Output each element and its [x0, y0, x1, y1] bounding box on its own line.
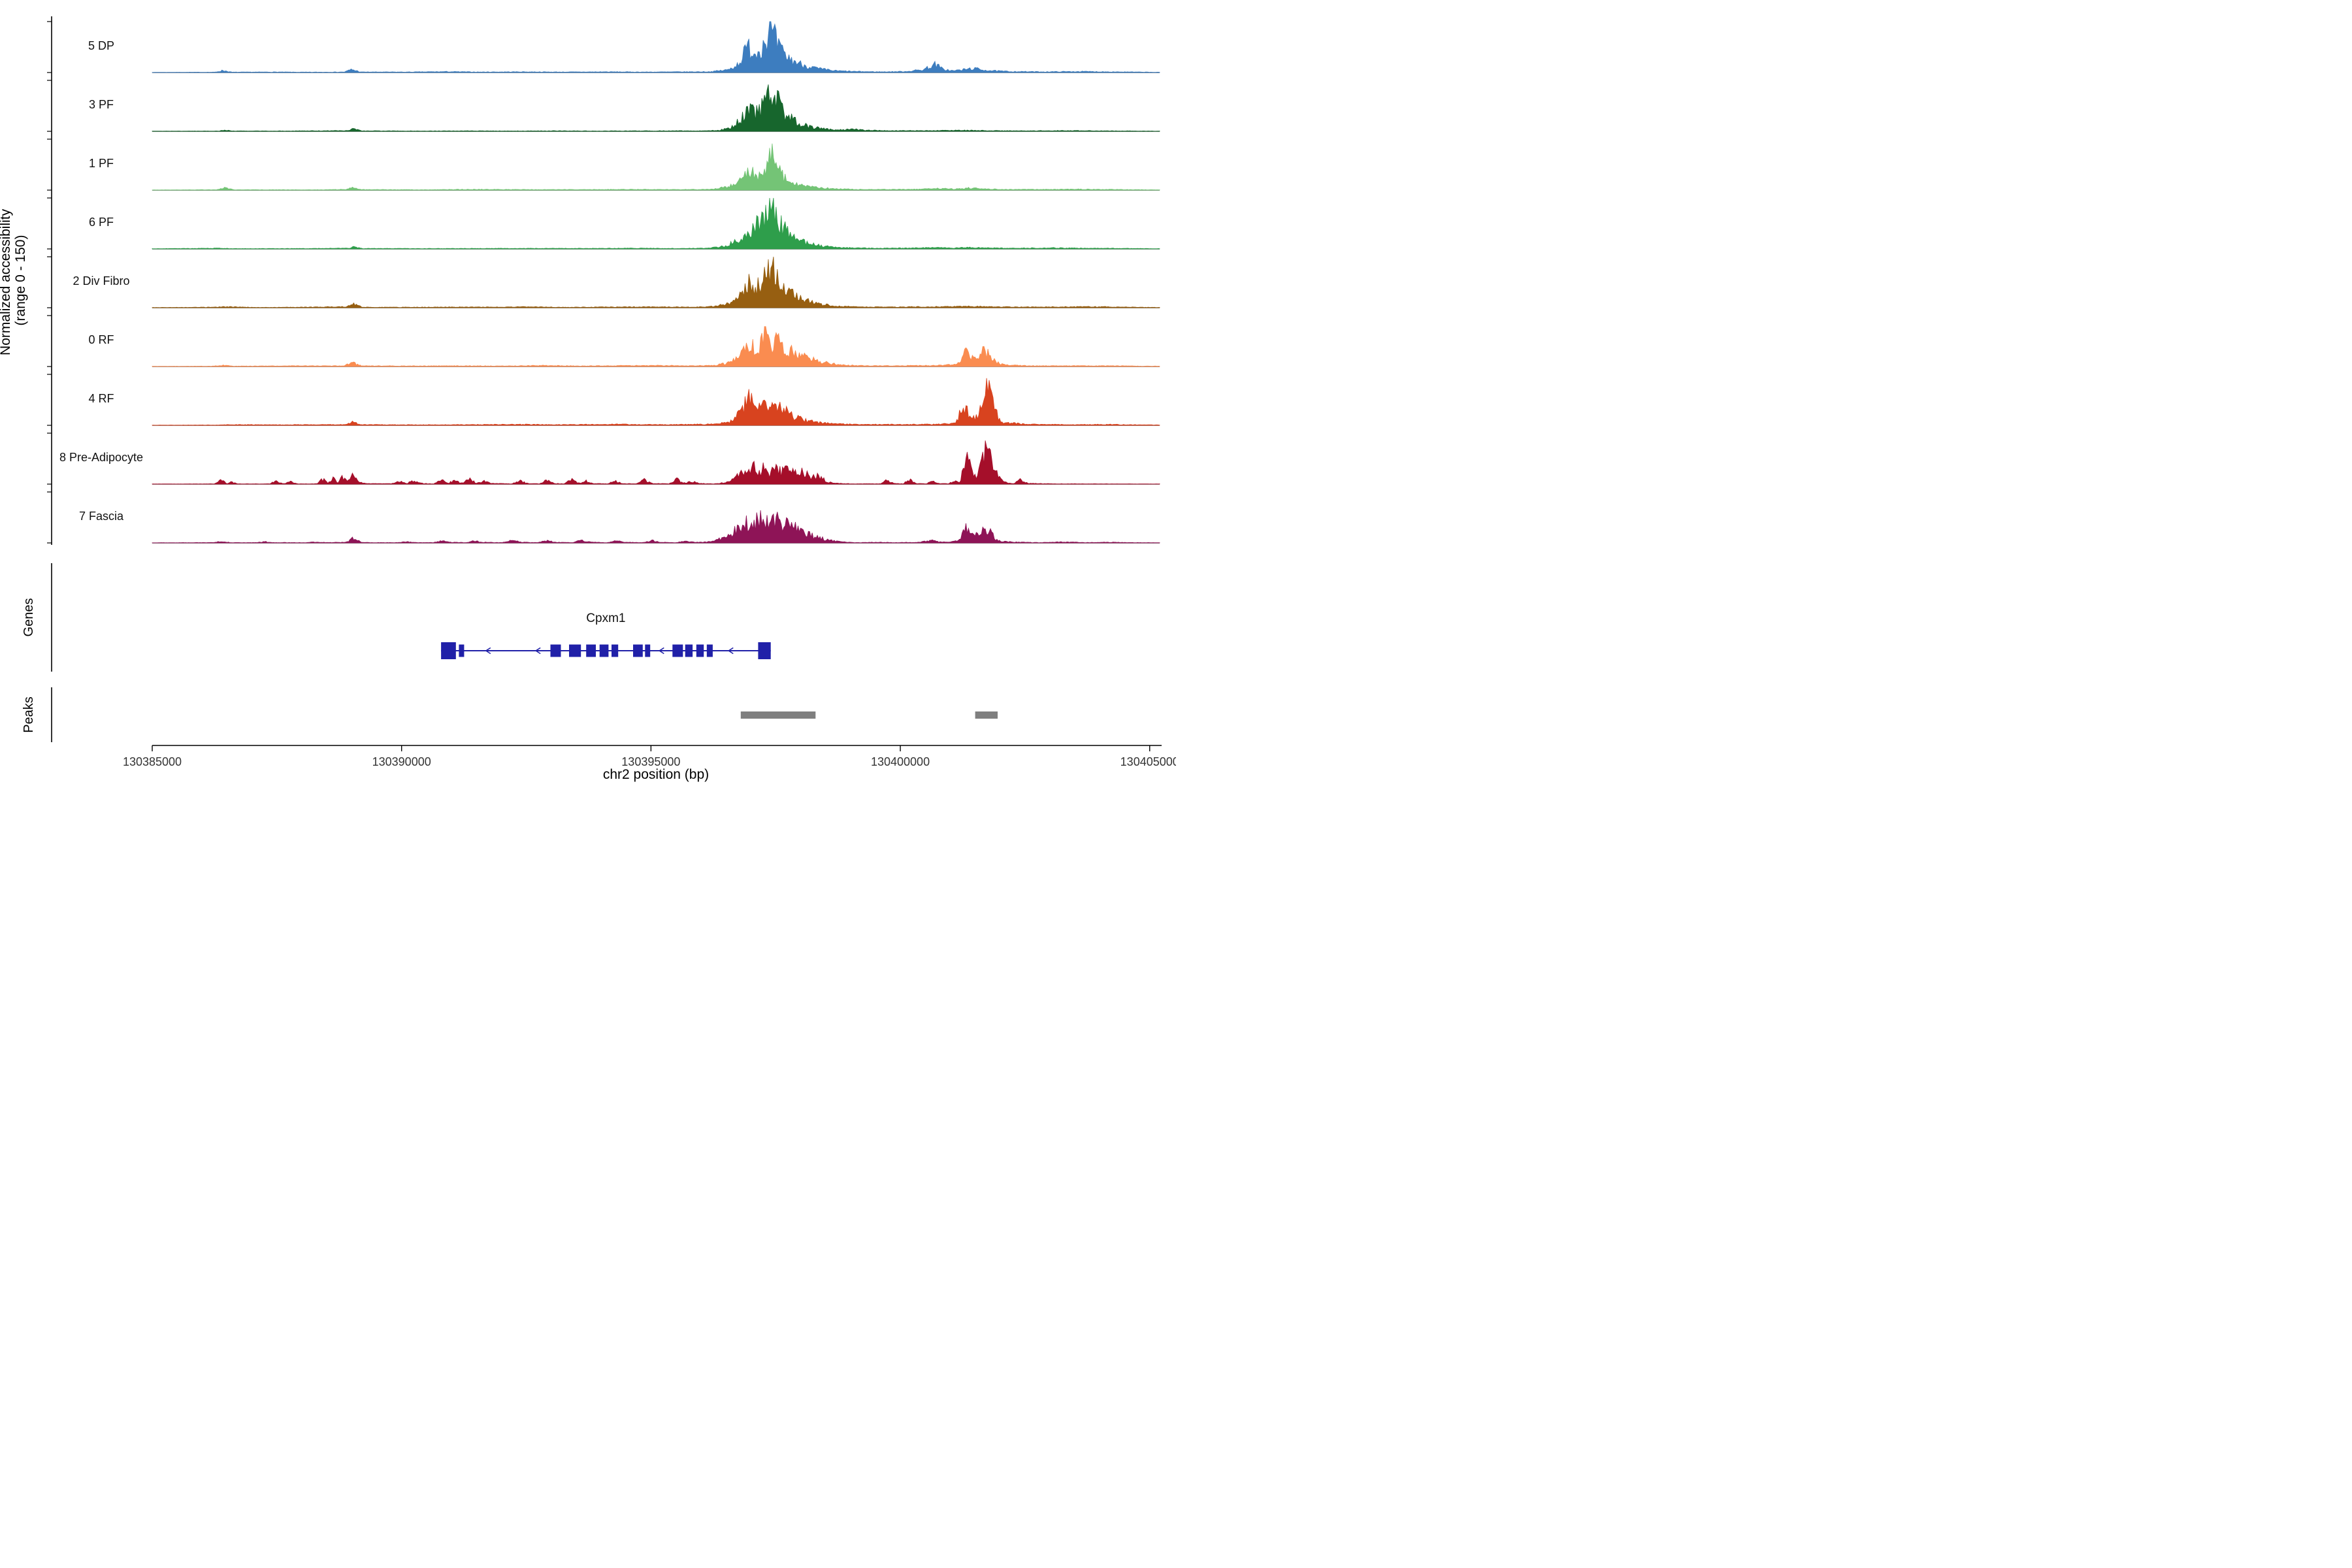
track-label: 5 DP [88, 39, 114, 52]
strand-arrow-icon [485, 647, 491, 655]
coverage-track: 6 PF [89, 197, 1160, 250]
peak-intervals [740, 711, 998, 719]
genes-section: Genes Cpxm1 [22, 563, 771, 672]
x-axis-ticks: 130385000 130390000 130395000 130400000 1304… [123, 745, 1179, 768]
exon-rect [685, 644, 693, 657]
y-axis-ticks [47, 21, 52, 544]
track-signal [152, 143, 1160, 191]
gene-model: Cpxm1 [441, 612, 771, 659]
exon-rect [586, 644, 596, 657]
track-signal [152, 197, 1160, 250]
genes-section-label: Genes [22, 598, 36, 637]
exon-rect [633, 644, 643, 657]
coverage-track: 1 PF [89, 143, 1160, 191]
strand-arrow-icon [727, 647, 734, 655]
genome-coverage-figure: Normalized accessibility (range 0 - 150)… [0, 16, 1179, 782]
exon-rect [612, 644, 619, 657]
y-axis-title-line1: Normalized accessibility [0, 208, 13, 355]
coverage-tracks: 5 DP 3 PF 1 PF 6 PF 2 Div Fibro 0 RF 4 RF 8 Pre… [59, 21, 1160, 544]
peak-bar [975, 711, 998, 719]
exon-rect [459, 644, 465, 657]
track-label: 3 PF [89, 98, 114, 111]
coverage-track: 0 RF [88, 326, 1160, 367]
x-axis-tick-label: 130400000 [871, 755, 930, 768]
track-signal [152, 256, 1160, 308]
gene-name-label: Cpxm1 [586, 612, 625, 625]
coverage-track: 7 Fascia [79, 510, 1160, 544]
x-axis: 130385000 130390000 130395000 130400000 1304… [123, 745, 1179, 782]
exon-rect [441, 642, 456, 659]
peaks-section-label: Peaks [22, 696, 36, 733]
peak-bar [740, 711, 816, 719]
track-signal [152, 84, 1160, 132]
exon-rect [599, 644, 609, 657]
track-label: 2 Div Fibro [73, 274, 129, 287]
y-axis: Normalized accessibility (range 0 - 150) [0, 16, 52, 545]
peaks-section: Peaks [22, 687, 998, 742]
x-axis-tick-label: 130395000 [621, 755, 680, 768]
track-label: 0 RF [88, 333, 114, 346]
x-axis-tick-label: 130385000 [123, 755, 182, 768]
track-signal [152, 21, 1160, 73]
track-signal [152, 326, 1160, 367]
strand-arrow-icon [534, 647, 541, 655]
track-label: 8 Pre-Adipocyte [59, 451, 143, 464]
track-signal [152, 440, 1160, 485]
coverage-track: 5 DP [88, 21, 1160, 73]
track-label: 4 RF [88, 392, 114, 405]
x-axis-tick-label: 130390000 [372, 755, 431, 768]
exon-rect [645, 644, 651, 657]
exon-rect [706, 644, 713, 657]
track-label: 6 PF [89, 216, 114, 229]
x-axis-title: chr2 position (bp) [603, 767, 709, 782]
x-axis-tick-label: 130405000 [1120, 755, 1176, 768]
strand-arrow-icon [658, 647, 664, 655]
coverage-plot-page: Normalized accessibility (range 0 - 150)… [0, 0, 1179, 784]
exon-rect [758, 642, 771, 659]
track-signal [152, 378, 1160, 426]
track-signal [152, 510, 1160, 544]
exon-rect [696, 644, 704, 657]
exon-rect [672, 644, 683, 657]
coverage-track: 3 PF [89, 84, 1160, 132]
coverage-track: 2 Div Fibro [73, 256, 1160, 308]
y-axis-title: Normalized accessibility (range 0 - 150) [0, 205, 28, 355]
coverage-track: 8 Pre-Adipocyte [59, 440, 1160, 485]
track-label: 1 PF [89, 157, 114, 170]
y-axis-title-line2: (range 0 - 150) [13, 235, 28, 326]
exon-rect [569, 644, 581, 657]
track-label: 7 Fascia [79, 510, 124, 523]
coverage-track: 4 RF [88, 378, 1160, 426]
exon-rect [550, 644, 561, 657]
